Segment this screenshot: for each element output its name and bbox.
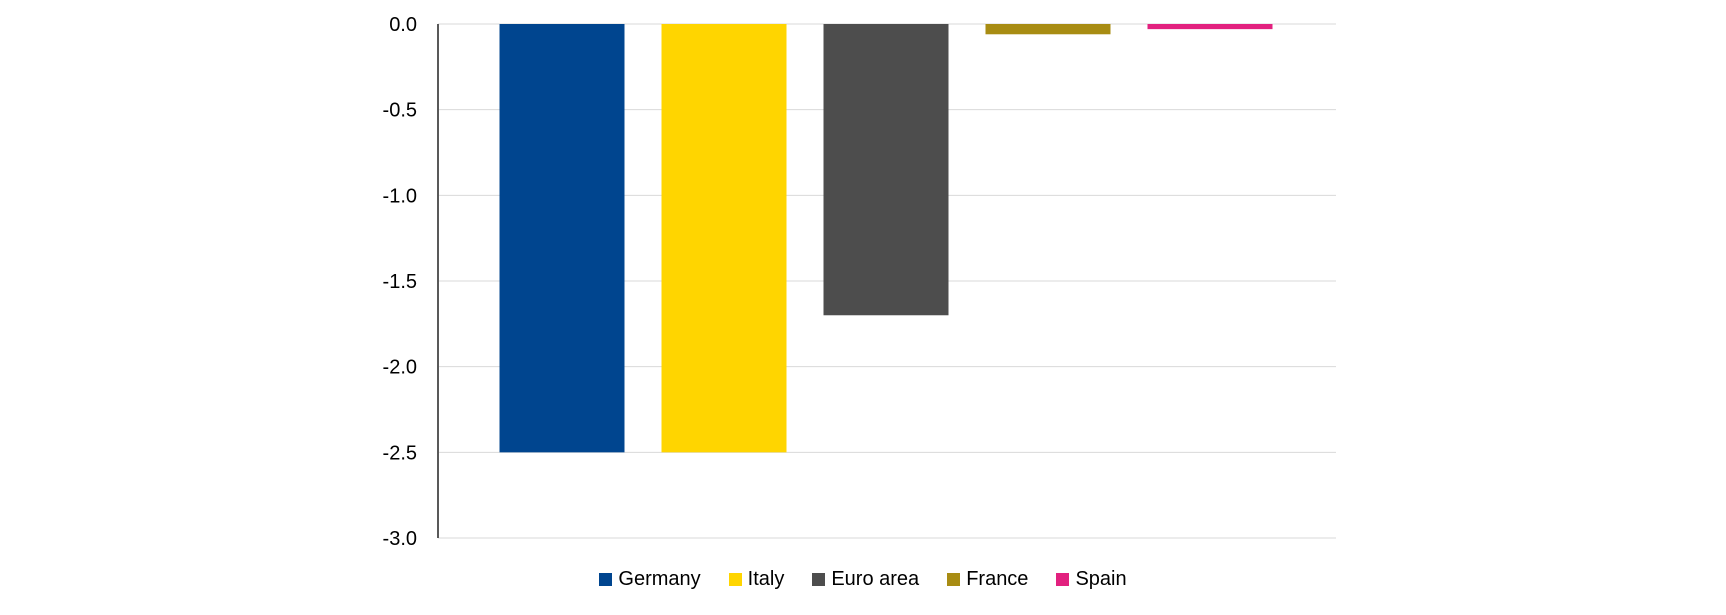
bar-france [985, 24, 1111, 35]
y-tick-label: -3.0 [383, 528, 417, 550]
legend-item-france: France [947, 568, 1028, 591]
legend-label: Italy [747, 568, 785, 590]
legend-swatch [599, 573, 613, 586]
legend-item-italy: Italy [728, 568, 785, 591]
y-tick-label: -1.5 [383, 271, 417, 293]
legend-swatch [1056, 573, 1070, 586]
legend-swatch [812, 573, 826, 586]
legend: Germany Italy Euro area France Spain [0, 568, 1726, 591]
bars [499, 24, 1273, 453]
legend-item-spain: Spain [1056, 568, 1127, 591]
y-tick-label: -0.5 [383, 100, 417, 122]
bar-italy [661, 24, 787, 453]
legend-swatch [728, 573, 742, 586]
bar-germany [499, 24, 625, 453]
legend-label: France [966, 568, 1029, 590]
legend-swatch [947, 573, 961, 586]
legend-label: Spain [1075, 568, 1127, 590]
legend-label: Euro area [831, 568, 920, 590]
legend-label: Germany [618, 568, 701, 590]
y-tick-label: -1.0 [383, 185, 417, 207]
y-tick-label: -2.5 [383, 442, 417, 464]
bar-euro-area [823, 24, 949, 316]
legend-item-euro-area: Euro area [812, 568, 919, 591]
bar-spain [1147, 24, 1273, 30]
y-tick-labels: 0.0 -0.5 -1.0 -1.5 -2.0 -2.5 -3.0 [383, 14, 417, 550]
y-tick-label: -2.0 [383, 357, 417, 379]
chart-plot: 0.0 -0.5 -1.0 -1.5 -2.0 -2.5 -3.0 [383, 14, 1336, 550]
y-tick-label: 0.0 [389, 14, 417, 36]
legend-item-germany: Germany [599, 568, 701, 591]
